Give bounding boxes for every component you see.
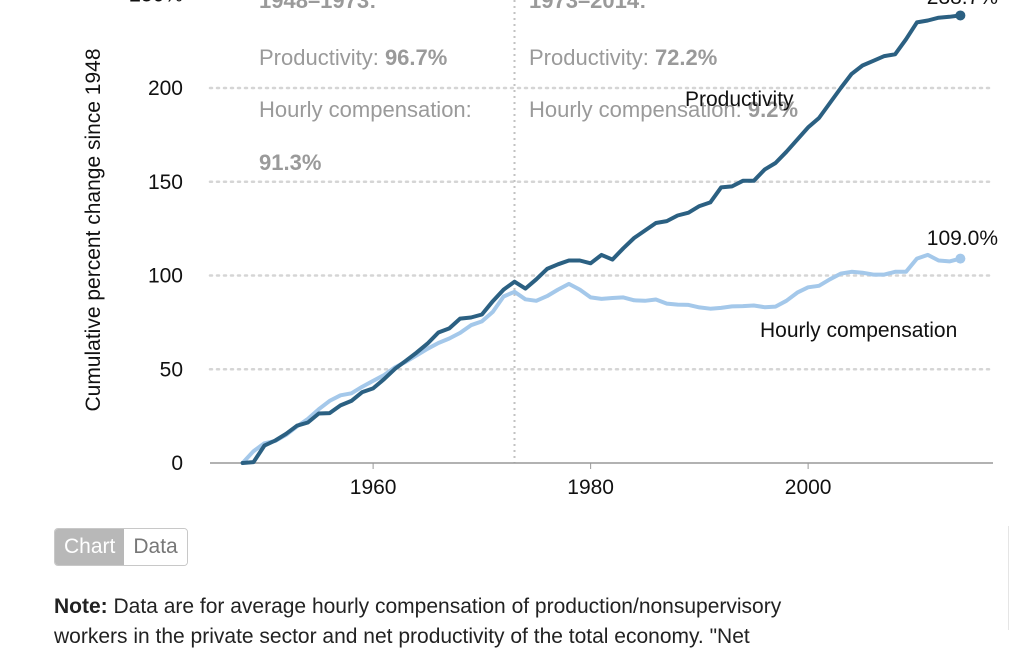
note: Note: Data are for average hourly compen… xyxy=(54,592,1014,652)
annotation-left-heading: 1948–1973: xyxy=(259,0,376,13)
x-ticks: 1960 1980 2000 xyxy=(350,463,832,499)
y-axis-title: Cumulative percent change since 1948 xyxy=(82,48,105,411)
y-tick-label: 150 xyxy=(148,171,183,194)
y-ticks: 0 50 100 150 200 250% xyxy=(129,0,183,475)
gridlines xyxy=(208,86,995,371)
x-tick-label: 1960 xyxy=(350,476,397,499)
annotation-left: 1948–1973: Productivity: 96.7% Hourly co… xyxy=(259,0,472,175)
series-label-hourly-compensation: Hourly compensation xyxy=(760,319,957,342)
annotation-left-productivity: Productivity: 96.7% xyxy=(259,45,447,70)
note-label: Note: xyxy=(54,595,108,618)
annotation-right-productivity: Productivity: 72.2% xyxy=(529,45,717,70)
note-line-1: Note: Data are for average hourly compen… xyxy=(54,592,1014,622)
annotation-right-heading: 1973–2014: xyxy=(529,0,646,13)
series-end-point-productivity xyxy=(955,10,966,21)
annotation-left-compensation-label: Hourly compensation: xyxy=(259,97,472,122)
y-tick-label: 50 xyxy=(160,358,183,381)
series-line-productivity xyxy=(240,13,963,465)
note-text: Data are for average hourly compensation… xyxy=(107,595,782,618)
annotation-right: 1973–2014: Productivity: 72.2% Hourly co… xyxy=(529,0,798,122)
series-line-hourly-compensation xyxy=(240,252,963,465)
series-label-productivity: Productivity xyxy=(685,88,794,111)
y-tick-label: 100 xyxy=(148,265,183,288)
data-tab[interactable]: Data xyxy=(124,529,187,565)
y-tick-label: 250% xyxy=(129,0,183,6)
end-label-hourly-compensation: 109.0% xyxy=(927,227,998,250)
chart: 0 50 100 150 200 250% 1960 1980 2000 Cumulative… xyxy=(82,0,998,499)
note-line-2: workers in the private sector and net pr… xyxy=(54,625,750,648)
y-tick-label: 0 xyxy=(171,452,183,475)
x-tick-label: 2000 xyxy=(785,476,832,499)
y-tick-label: 200 xyxy=(148,77,183,100)
divider xyxy=(1008,526,1009,630)
end-label-productivity: 238.7% xyxy=(927,0,998,9)
annotation-left-compensation-value: 91.3% xyxy=(259,150,321,175)
x-tick-label: 1980 xyxy=(567,476,614,499)
series-end-point-hourly-compensation xyxy=(955,253,966,264)
annotation-right-compensation: Hourly compensation: 9.2% xyxy=(529,97,798,122)
chart-data-toggle: Chart Data xyxy=(54,528,188,566)
chart-tab[interactable]: Chart xyxy=(55,529,125,565)
